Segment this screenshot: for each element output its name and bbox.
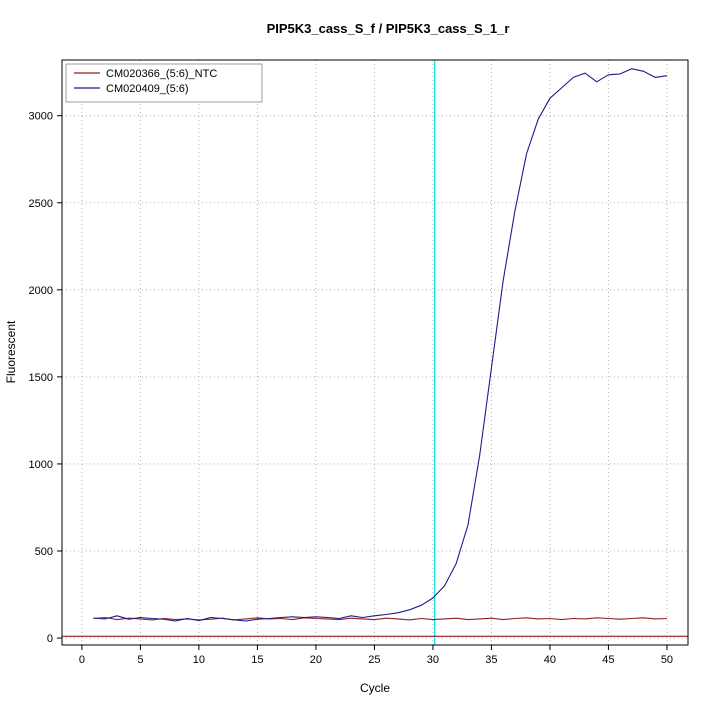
x-tick-label: 25	[368, 654, 380, 666]
y-tick-label: 0	[47, 633, 53, 645]
y-tick-label: 1000	[29, 459, 53, 471]
axes: 0 5 10 15 20 25 30 35 40 45 5005001000150020002500…	[29, 59, 689, 666]
x-tick-label: 10	[193, 654, 205, 666]
x-tick-label: 15	[251, 654, 263, 666]
legend-entry-label: CM020409_(5:6)	[106, 83, 189, 95]
marker-lines	[62, 60, 688, 645]
x-tick-label: 45	[602, 654, 614, 666]
y-tick-label: 3000	[29, 111, 53, 123]
y-axis-label: Fluorescent	[4, 320, 18, 383]
legend-entry-label: CM020366_(5:6)_NTC	[106, 68, 217, 80]
x-tick-label: 0	[79, 654, 85, 666]
y-tick-label: 2000	[29, 285, 53, 297]
series-lines	[93, 68, 667, 622]
x-axis-label: Cycle	[360, 681, 390, 695]
legend-box	[65, 63, 263, 103]
x-tick-label: 40	[544, 654, 556, 666]
x-tick-label: 30	[427, 654, 439, 666]
series-line-0	[93, 616, 667, 621]
x-tick-label: 50	[661, 654, 673, 666]
y-tick-label: 2500	[29, 198, 53, 210]
legend: CM020366_(5:6)_NTC CM020409_(5:6)	[65, 63, 263, 103]
chart-title: PIP5K3_cass_S_f / PIP5K3_cass_S_1_r	[267, 21, 510, 36]
y-tick-label: 500	[35, 546, 53, 558]
plot-border	[61, 59, 689, 646]
x-tick-label: 20	[310, 654, 322, 666]
gridlines	[62, 60, 688, 645]
y-tick-label: 1500	[29, 372, 53, 384]
x-tick-label: 5	[137, 654, 143, 666]
x-tick-label: 35	[485, 654, 497, 666]
series-line-1	[93, 68, 667, 622]
